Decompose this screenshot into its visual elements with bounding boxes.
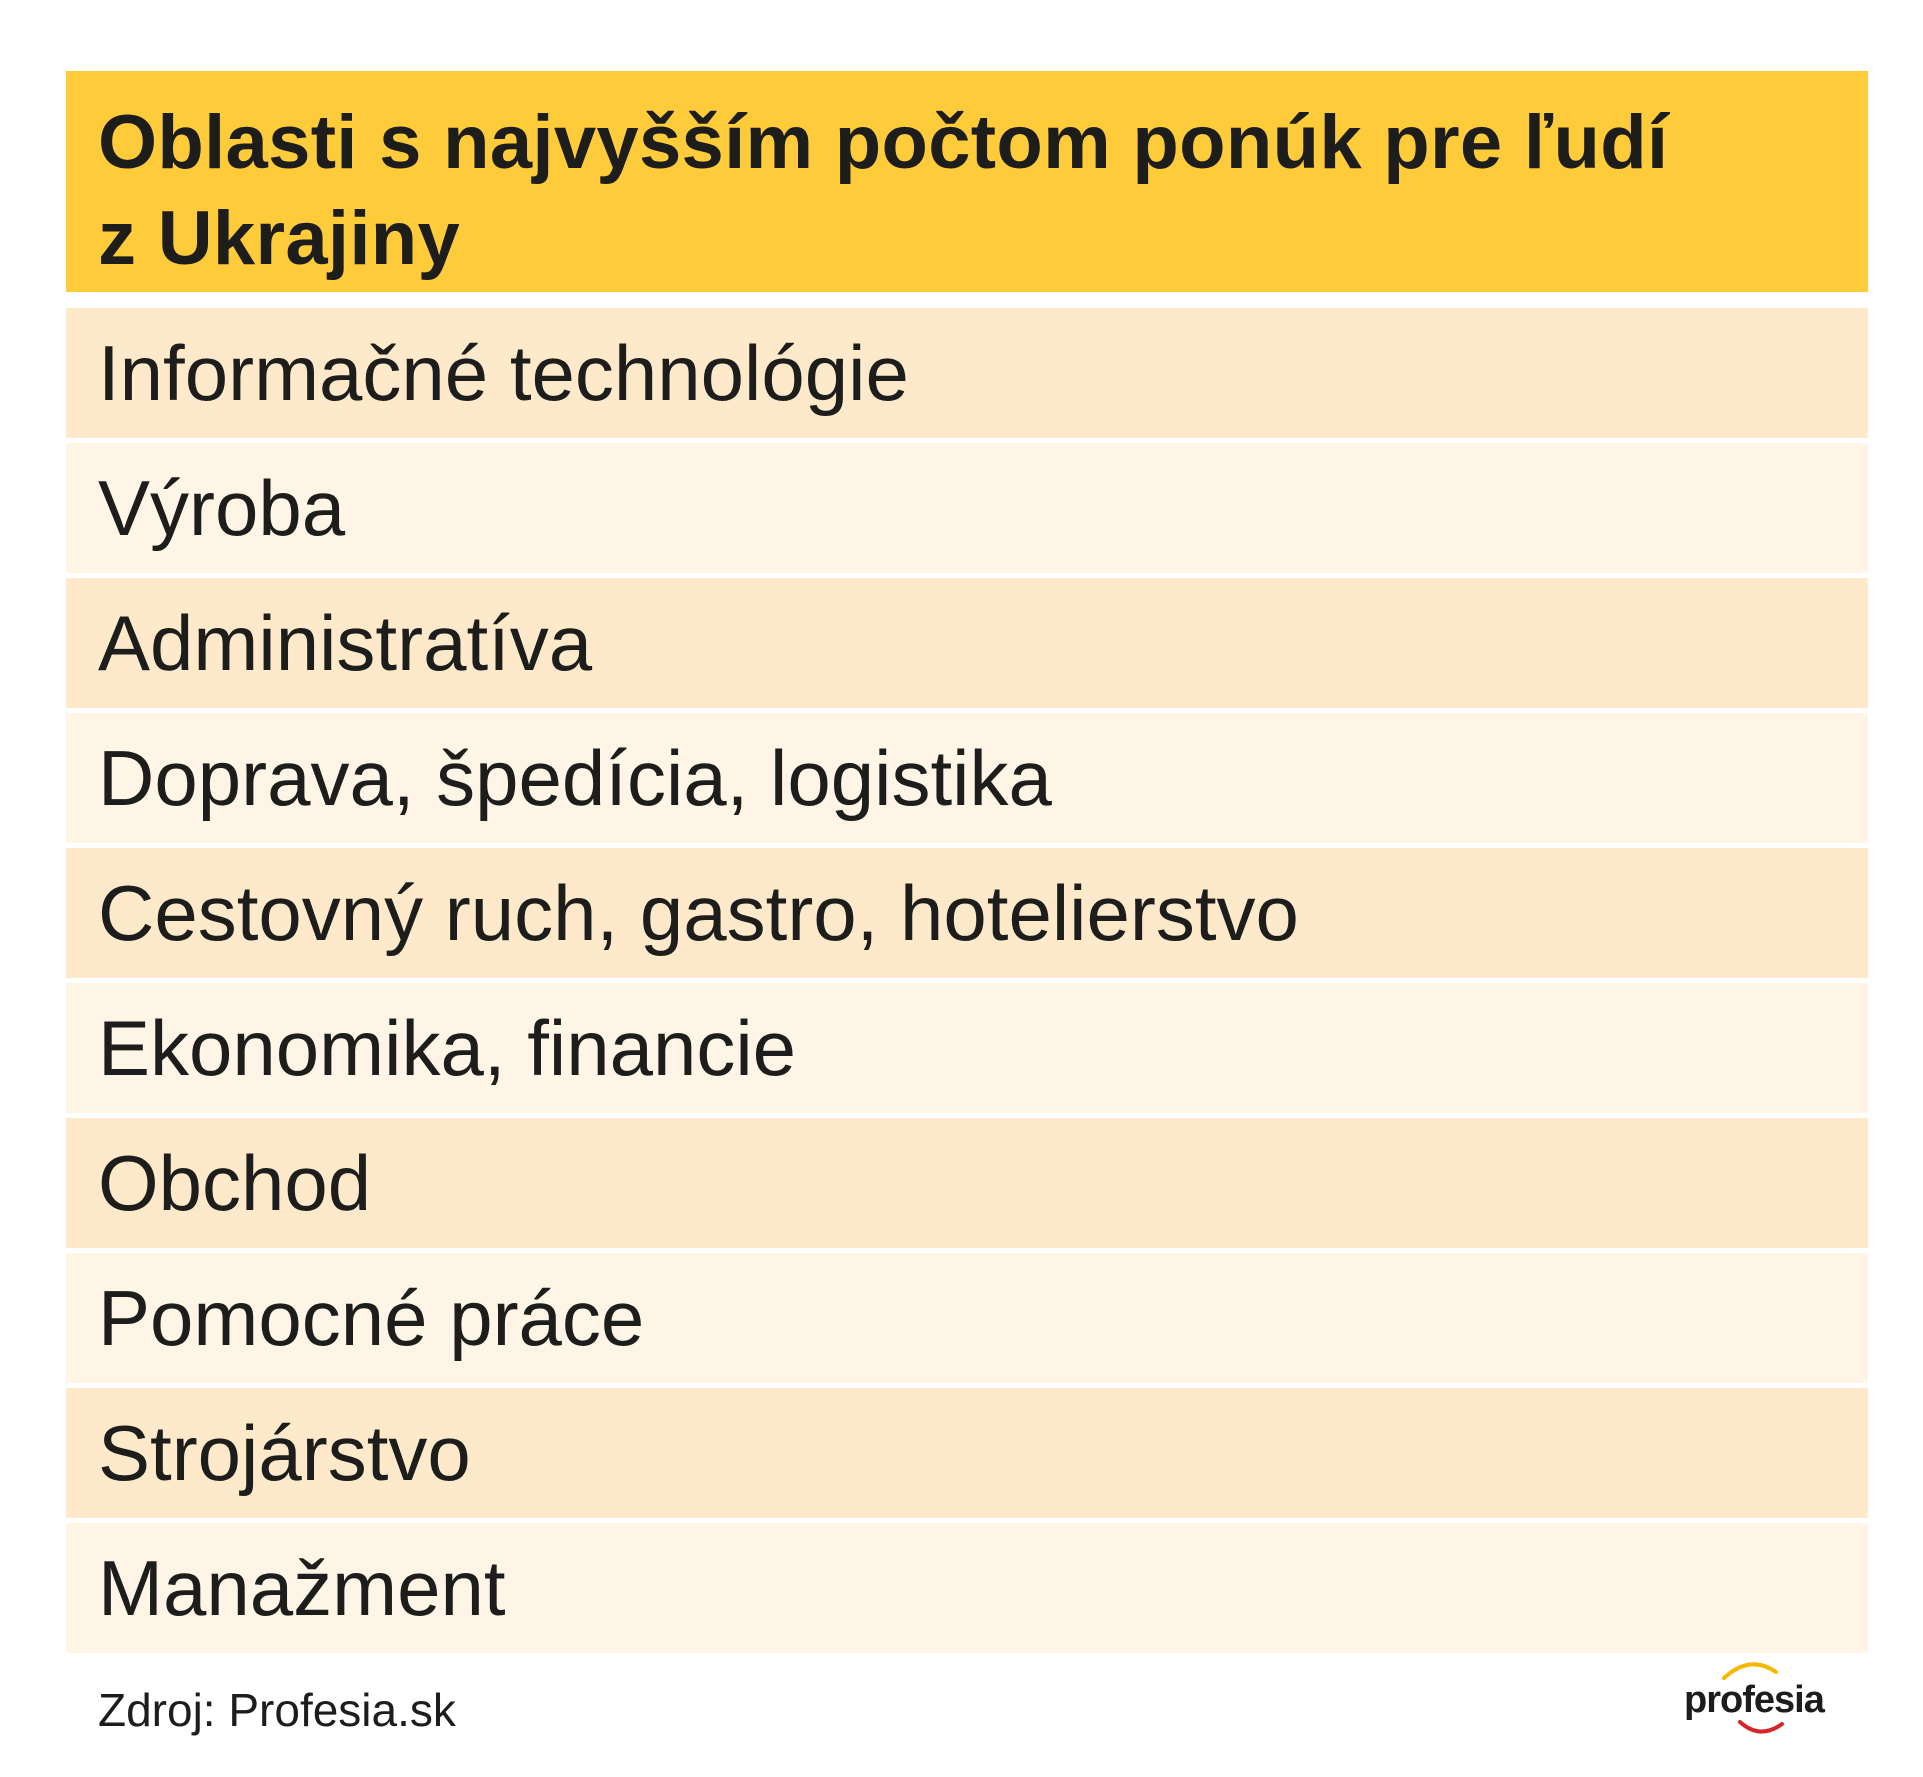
list-item: Cestovný ruch, gastro, hotelierstvo: [66, 848, 1868, 978]
title-line-1: Oblasti s najvyšším počtom ponúk pre ľud…: [98, 100, 1669, 185]
list-item: Manažment: [66, 1523, 1868, 1653]
profesia-logo-arcs-icon: [1722, 1662, 1784, 1734]
list-item: Obchod: [66, 1118, 1868, 1248]
list-item: Strojárstvo: [66, 1388, 1868, 1518]
list-item: Ekonomika, financie: [66, 983, 1868, 1113]
list-item: Informačné technológie: [66, 308, 1868, 438]
logo-text: profesia: [1684, 1679, 1825, 1721]
table-header: Oblasti s najvyšším počtom ponúk pre ľud…: [66, 71, 1868, 292]
list-item: Výroba: [66, 443, 1868, 573]
list-item: Doprava, špedícia, logistika: [66, 713, 1868, 843]
title-line-2: z Ukrajiny: [98, 196, 461, 281]
list-item: Pomocné práce: [66, 1253, 1868, 1383]
source-note: Zdroj: Profesia.sk: [98, 1684, 456, 1736]
ukraine-job-offers-table: Oblasti s najvyšším počtom ponúk pre ľud…: [66, 71, 1868, 1653]
profesia-logo: profesia: [1680, 1652, 1825, 1744]
category-list: Informačné technológie Výroba Administra…: [66, 308, 1868, 1653]
list-item: Administratíva: [66, 578, 1868, 708]
table-title: Oblasti s najvyšším počtom ponúk pre ľud…: [98, 95, 1836, 287]
